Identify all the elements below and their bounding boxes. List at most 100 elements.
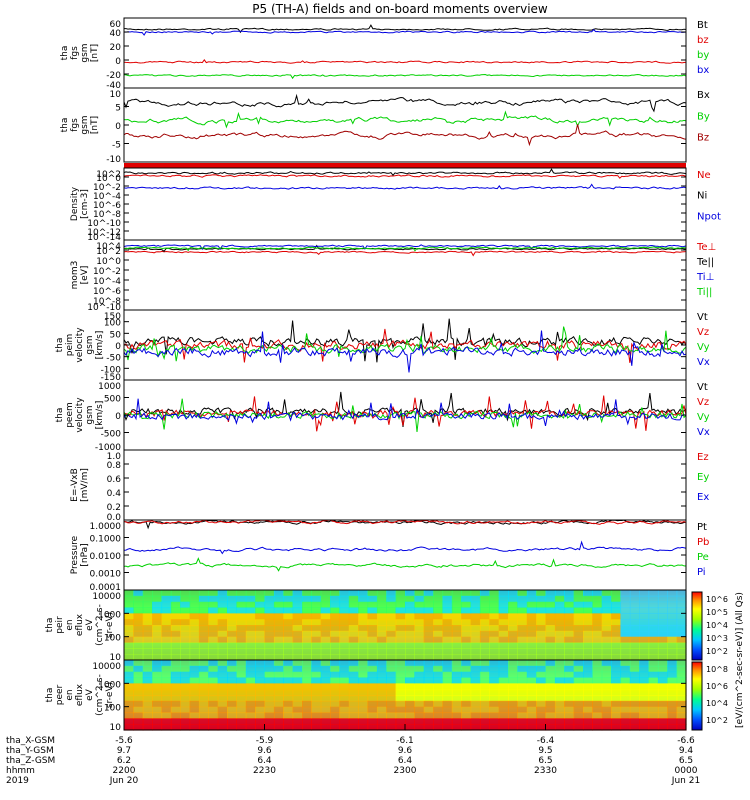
y-tick-label: 0.4: [107, 489, 122, 499]
spectrogram-cell: [676, 677, 687, 684]
spectrogram-cell: [283, 724, 294, 731]
spectrogram-cell: [423, 601, 434, 609]
series-line-By: [123, 110, 687, 129]
spectrogram-cell: [217, 613, 228, 620]
spectrogram-cell: [573, 654, 584, 661]
spectrogram-cell: [517, 718, 528, 725]
spectrogram-cell: [152, 654, 163, 661]
y-tick-label: 0: [115, 122, 121, 132]
legend-entry-Vy: Vy: [697, 412, 710, 423]
spectrogram-cell: [414, 665, 425, 673]
spectrogram-cell: [170, 689, 181, 696]
spectrogram-cell: [433, 601, 444, 609]
spectrogram-cell: [536, 654, 547, 661]
spectrogram-cell: [433, 613, 444, 620]
spectrogram-cell: [142, 700, 153, 708]
spectrogram-cell: [330, 665, 341, 673]
spectrogram-cell: [433, 619, 444, 626]
spectrogram-cell: [236, 607, 247, 614]
spectrogram-cell: [133, 700, 144, 708]
spectrogram-cell: [470, 630, 481, 638]
spectrogram-cell: [461, 654, 472, 661]
spectrogram-cell: [273, 695, 284, 702]
spectrogram-cell: [283, 630, 294, 638]
x-tick-label: -6.6: [677, 736, 695, 746]
spectrogram-cell: [405, 689, 415, 696]
spectrogram-cell: [302, 595, 312, 603]
spectrogram-cell: [433, 706, 444, 714]
spectrogram-cell: [376, 648, 387, 655]
spectrogram-cell: [189, 660, 200, 667]
spectrogram-cell: [620, 706, 631, 714]
spectrogram-cell: [657, 595, 668, 603]
y-axis-label: gsm: [85, 405, 95, 424]
spectrogram-cell: [414, 613, 425, 620]
spectrogram-cell: [264, 630, 275, 638]
spectrogram-cell: [554, 607, 565, 614]
spectrogram-cell: [601, 689, 612, 696]
spectrogram-cell: [508, 619, 518, 626]
spectrogram-cell: [311, 601, 322, 609]
spectrogram-cell: [170, 718, 181, 725]
spectrogram-cell: [423, 654, 434, 661]
x-tick-label: 6.5: [679, 756, 693, 766]
spectrogram-cell: [601, 590, 612, 597]
spectrogram-cell: [508, 590, 518, 597]
spectrogram-cell: [255, 619, 266, 626]
spectrogram-cell: [526, 695, 537, 702]
spectrogram-cell: [423, 642, 434, 649]
spectrogram-cell: [180, 706, 191, 714]
spectrogram-cell: [405, 613, 415, 620]
spectrogram-cell: [583, 706, 593, 714]
y-tick-label: 100: [104, 634, 121, 644]
spectrogram-cell: [639, 642, 650, 649]
spectrogram-cell: [489, 689, 500, 696]
spectrogram-cell: [451, 619, 462, 626]
spectrogram-cell: [152, 636, 163, 644]
y-axis-label: (cm^2-s-: [95, 604, 105, 646]
spectrogram-cell: [236, 619, 247, 626]
spectrogram-cell: [451, 660, 462, 667]
spectrogram-cell: [142, 601, 153, 609]
spectrogram-cell: [470, 700, 481, 708]
spectrogram-cell: [283, 677, 294, 684]
spectrogram-cell: [124, 724, 134, 731]
spectrogram-cell: [339, 660, 350, 667]
spectrogram-cell: [489, 590, 500, 597]
spectrogram-cell: [592, 724, 603, 731]
spectrogram-cell: [657, 677, 668, 684]
spectrogram-cell: [358, 648, 369, 655]
spectrogram-cell: [367, 595, 378, 603]
spectrogram-cell: [545, 654, 556, 661]
spectrogram-cell: [639, 677, 650, 684]
spectrogram-cell: [414, 607, 425, 614]
spectrogram-cell: [601, 607, 612, 614]
spectrogram-cell: [545, 724, 556, 731]
spectrogram-cell: [479, 630, 490, 638]
spectrogram-cell: [245, 660, 256, 667]
spectrogram-cell: [152, 677, 163, 684]
spectrogram-cell: [348, 677, 359, 684]
spectrogram-cell: [498, 636, 509, 644]
spectrogram-cell: [142, 695, 153, 702]
spectrogram-cell: [639, 630, 650, 638]
spectrogram-cell: [189, 625, 200, 632]
spectrogram-cell: [227, 695, 237, 702]
spectrogram-cell: [311, 654, 322, 661]
spectrogram-cell: [236, 654, 247, 661]
y-axis-label: [nT]: [90, 44, 100, 62]
spectrogram-cell: [517, 619, 528, 626]
spectrogram-cell: [442, 590, 453, 597]
spectrogram-cell: [508, 636, 518, 644]
spectrogram-cell: [264, 648, 275, 655]
spectrogram-cell: [620, 671, 631, 679]
spectrogram-cell: [489, 671, 500, 679]
spectrogram-cell: [461, 601, 472, 609]
spectrogram-cell: [405, 642, 415, 649]
spectrogram-cell: [526, 660, 537, 667]
y-tick-label: 10^-8: [93, 210, 121, 220]
spectrogram-cell: [554, 712, 565, 719]
spectrogram-cell: [180, 712, 191, 719]
